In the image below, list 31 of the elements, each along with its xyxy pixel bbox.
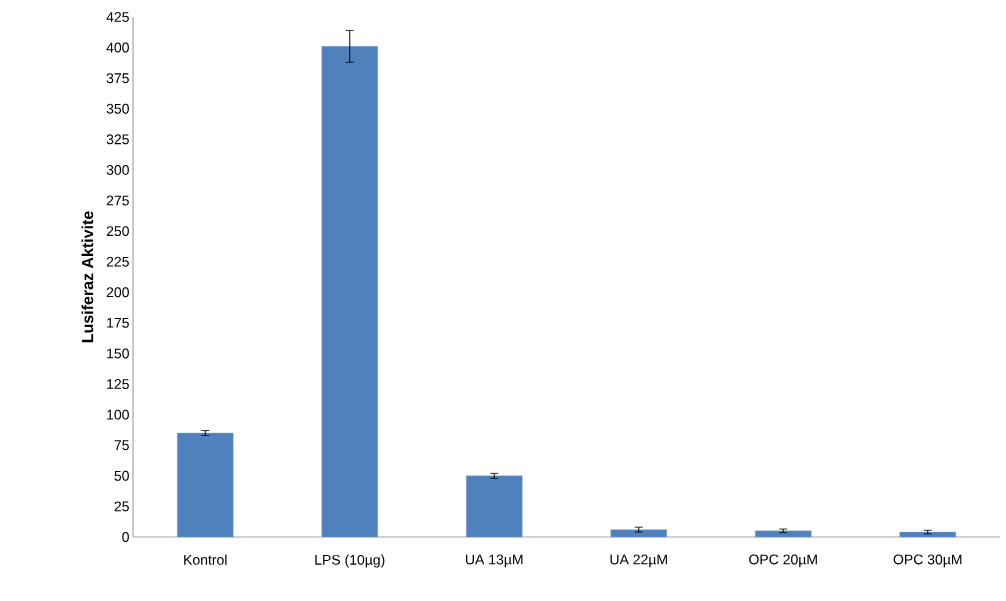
y-tick-label: 0	[122, 532, 129, 542]
y-axis-title: Lusiferaz Aktivite	[81, 211, 94, 343]
y-tick-label: 75	[114, 440, 129, 451]
y-tick-label: 225	[106, 256, 129, 267]
bar	[755, 530, 812, 538]
x-tick-label: Kontrol	[184, 554, 227, 565]
y-tick-label: 375	[106, 73, 129, 84]
y-tick-label: 125	[107, 379, 129, 390]
y-tick-label: 250	[106, 226, 129, 237]
x-tick-label: LPS (10µg)	[315, 554, 385, 568]
bar	[321, 46, 378, 538]
y-tick-label: 100	[107, 409, 129, 420]
y-tick-label: 150	[107, 348, 129, 359]
y-tick-label: 325	[106, 134, 129, 145]
y-tick-label: 300	[106, 164, 129, 175]
y-tick-label: 25	[114, 501, 129, 512]
y-tick-label: 425	[106, 12, 129, 22]
x-tick-label: UA 22µM	[610, 554, 667, 568]
x-tick-label: OPC 30µM	[893, 554, 962, 568]
bar	[610, 529, 667, 538]
y-tick-label: 200	[106, 287, 129, 298]
bar	[899, 531, 956, 538]
y-tick-label: 275	[106, 195, 129, 206]
y-tick-label: 50	[114, 470, 129, 481]
x-tick-label: UA 13µM	[466, 554, 523, 568]
y-tick-label: 175	[107, 317, 129, 328]
bar	[177, 432, 234, 538]
y-tick-label: 400	[106, 42, 129, 53]
x-tick-label: OPC 20µM	[749, 554, 817, 568]
y-tick-label: 350	[106, 103, 129, 114]
bar	[466, 475, 523, 538]
